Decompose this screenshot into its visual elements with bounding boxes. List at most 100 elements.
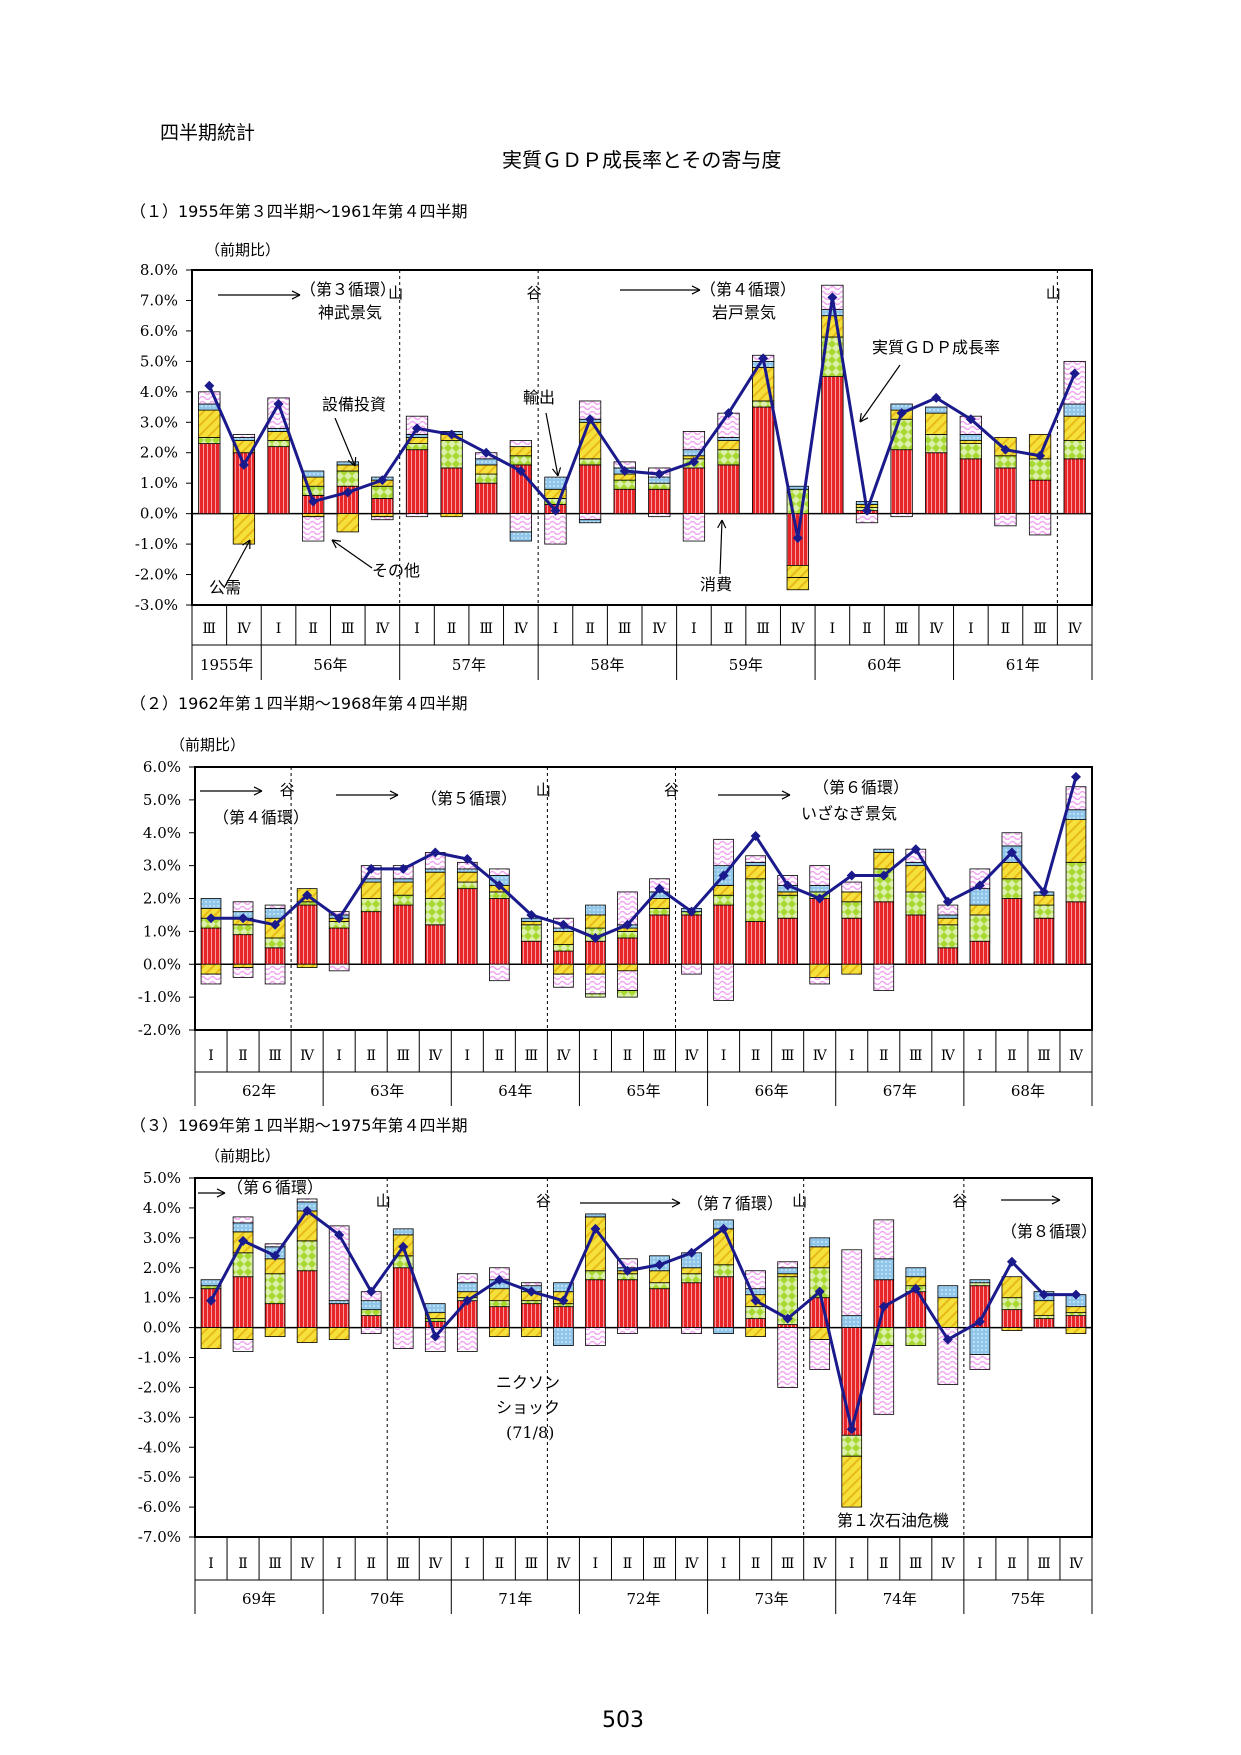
chart1-bar-consumption <box>682 467 706 515</box>
chart3-quarter-label: Ⅱ <box>623 1556 633 1572</box>
chart1-bar-equipment_investment <box>440 440 463 469</box>
chart1-bar-consumption <box>440 467 463 515</box>
chart1-gdp-point <box>204 380 215 391</box>
chart2-bar-public_demand <box>456 871 478 883</box>
chart3-bar-other <box>264 1243 286 1248</box>
chart1-quarter-label: Ⅳ <box>514 621 529 637</box>
chart1-bar-other <box>682 431 706 451</box>
chart3-bar-equipment_investment <box>360 1309 382 1317</box>
chart1-gdp-point <box>412 423 422 434</box>
chart3-bar-equipment_investment <box>681 1273 702 1284</box>
chart1-annotation: 公需 <box>209 578 241 597</box>
chart2-quarter-label: Ⅱ <box>879 1048 889 1064</box>
chart1-year-label: 58年 <box>590 656 624 674</box>
chart1-gdp-point <box>342 487 353 498</box>
chart3-bar-negative_other <box>585 1327 606 1346</box>
chart1-bar-consumption <box>613 488 636 515</box>
chart1-ytick-label: -3.0% <box>135 596 178 614</box>
chart1-year-label: 56年 <box>313 656 347 674</box>
chart1-cycle-marker: 山 <box>388 284 403 302</box>
chart2-bar-consumption <box>745 921 766 965</box>
chart2-gdp-point <box>654 883 665 894</box>
chart1-bar-consumption <box>994 467 1017 515</box>
chart1-bar-equipment_investment <box>509 455 532 466</box>
chart3-bar-negative_other <box>809 1339 831 1370</box>
chart3-bar-consumption <box>328 1303 350 1328</box>
chart3-bar-exports <box>360 1300 382 1311</box>
chart3-annotation: ニクソン <box>496 1373 560 1392</box>
chart1-bar-equipment_investment <box>405 443 429 451</box>
chart1-bar-consumption <box>475 482 498 515</box>
chart2-gdp-point <box>430 847 441 858</box>
chart2-bar-equipment_investment <box>392 894 414 906</box>
chart3-gdp-point <box>782 1313 793 1324</box>
chart3-quarter-label: Ⅲ <box>396 1556 410 1572</box>
chart2-bar-negative_other <box>232 967 254 978</box>
chart2-year-label: 63年 <box>370 1082 404 1100</box>
chart3-quarter-label: Ⅰ <box>849 1556 855 1572</box>
chart3-gdp-point <box>366 1286 377 1297</box>
chart2-annotation: （第６循環） <box>813 778 909 797</box>
chart1-year-label: 1955年 <box>200 656 253 674</box>
chart2-gdp-point <box>942 896 953 907</box>
chart3-bar-exports <box>937 1285 959 1299</box>
chart1-bar-negative_other <box>682 513 706 542</box>
chart1-bar-negative_other <box>371 516 394 521</box>
chart2-bar-public_demand <box>905 865 927 893</box>
document-category: 四半期統計 <box>160 122 256 144</box>
chart2-gdp-point <box>878 870 889 881</box>
chart1-bar-equipment_investment <box>925 434 948 454</box>
chart2-gdp-point <box>590 932 601 943</box>
chart1-annotation: 神武景気 <box>318 303 382 322</box>
chart1-gdp-point <box>965 414 976 425</box>
chart2-bar-consumption <box>200 927 222 965</box>
chart2-bar-negative_other <box>264 963 286 985</box>
chart1-callout-arrow <box>242 539 251 550</box>
chart1-bar-public_demand <box>509 446 532 457</box>
chart3-gdp-point <box>430 1331 441 1342</box>
chart3-bar-consumption <box>713 1276 734 1328</box>
chart2-bar-public_demand <box>553 930 574 945</box>
chart3-bar-exports <box>585 1213 606 1218</box>
chart3-bar-public_demand <box>649 1270 670 1284</box>
chart3-quarter-label: Ⅰ <box>465 1556 471 1572</box>
chart2-cycle-marker: 谷 <box>664 781 679 799</box>
chart3-bar-other <box>841 1249 863 1317</box>
chart2-quarter-label: Ⅰ <box>849 1048 855 1064</box>
chart2-bar-negative_other <box>585 973 606 995</box>
chart2-bar-consumption <box>905 914 927 965</box>
chart1-bar-negative_other <box>544 513 567 545</box>
chart1-bar-exports <box>475 458 498 466</box>
chart1-bar-negative_public_demand <box>371 513 394 518</box>
chart1-bar-consumption <box>371 498 394 515</box>
chart2-bar-consumption <box>1001 898 1023 965</box>
chart2-bar-negative_public_demand <box>841 963 863 975</box>
chart2-bar-exports <box>585 904 606 916</box>
chart2-gdp-point <box>558 919 569 930</box>
chart2-quarter-label: Ⅳ <box>685 1048 700 1064</box>
chart2-ytick-label: 6.0% <box>143 758 181 776</box>
chart3-bar-exports <box>841 1315 863 1328</box>
chart3-cycle-arrow <box>671 1198 681 1208</box>
chart2-bar-negative_public_demand <box>296 963 318 968</box>
chart2-bar-consumption <box>937 947 959 965</box>
chart1-bar-consumption <box>1063 458 1086 515</box>
chart3-bar-negative_equipment <box>905 1327 927 1346</box>
chart1-gdp-point <box>550 505 561 516</box>
chart3-bar-exports <box>809 1237 831 1248</box>
chart3-bar-exports <box>456 1282 478 1293</box>
chart1-bar-consumption <box>405 449 429 515</box>
chart3-gdp-point <box>462 1295 473 1306</box>
chart1-bar-exports <box>959 434 982 441</box>
chart1-quarter-label: Ⅰ <box>553 621 559 637</box>
chart2-bar-consumption <box>296 904 318 965</box>
chart2-cycle-marker: 谷 <box>280 781 295 799</box>
chart1-callout-arrow <box>545 412 559 477</box>
chart2-bar-other <box>809 865 831 886</box>
chart3-quarter-label: Ⅰ <box>977 1556 983 1572</box>
chart2-bar-exports <box>873 848 895 853</box>
chart3-ytick-label: 0.0% <box>143 1319 181 1337</box>
chart3-bar-negative_consumption <box>841 1327 863 1436</box>
chart1-bar-consumption <box>925 452 948 515</box>
chart2-bar-public_demand <box>649 898 670 909</box>
